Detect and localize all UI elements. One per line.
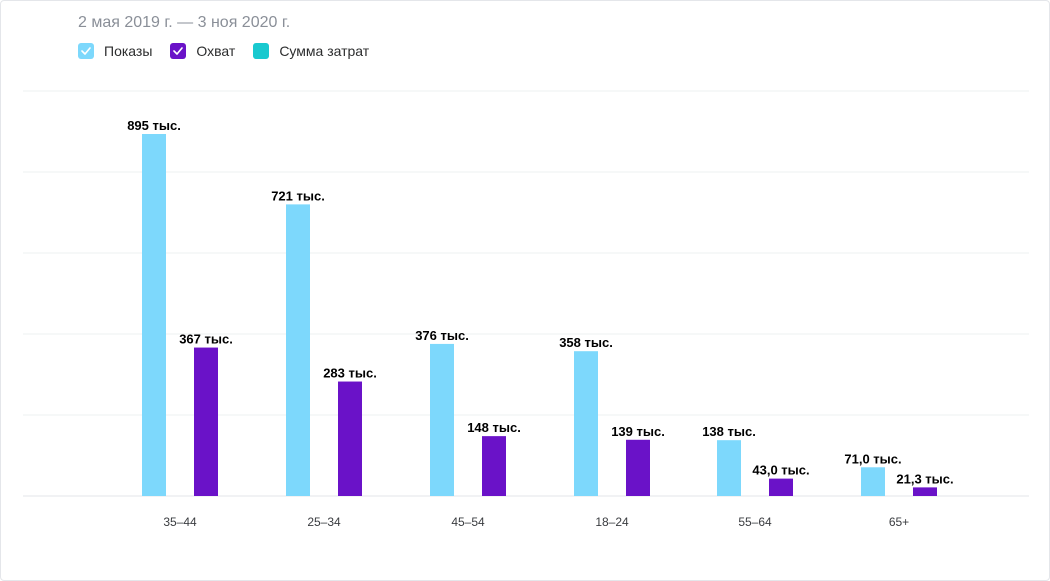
bar-reach[interactable] [338,381,362,496]
data-label: 358 тыс. [559,335,613,350]
data-label: 367 тыс. [179,332,233,347]
checkbox-icon[interactable] [253,43,270,59]
x-tick-label: 45–54 [451,515,485,529]
data-label: 139 тыс. [611,424,665,439]
bar-reach[interactable] [194,347,218,496]
bar-reach[interactable] [913,487,937,496]
bar-impressions[interactable] [430,343,454,496]
checkbox-icon[interactable] [170,43,187,59]
x-tick-label: 35–44 [163,515,197,529]
x-tick-label: 25–34 [307,515,341,529]
data-label: 895 тыс. [127,118,181,133]
bar-impressions[interactable] [861,467,885,496]
bar-impressions[interactable] [286,204,310,496]
bar-reach[interactable] [626,439,650,496]
data-label: 43,0 тыс. [752,463,809,478]
data-label: 71,0 тыс. [844,451,901,466]
legend-item-impressions[interactable]: Показы [78,43,152,59]
x-tick-label: 65+ [889,515,909,529]
checkbox-icon[interactable] [78,43,94,59]
bar-reach[interactable] [482,436,506,496]
legend-item-spend[interactable]: Сумма затрат [253,43,369,59]
legend-label: Охват [196,43,236,59]
bar-impressions[interactable] [142,134,166,496]
date-range-label: 2 мая 2019 г. — 3 ноя 2020 г. [78,14,291,31]
data-label: 376 тыс. [415,328,469,343]
legend-label: Показы [104,43,153,59]
bar-impressions[interactable] [574,351,598,496]
data-label: 138 тыс. [702,424,756,439]
x-tick-label: 55–64 [738,515,772,529]
data-label: 148 тыс. [467,420,521,435]
legend-label: Сумма затрат [279,43,370,59]
data-label: 721 тыс. [271,188,325,203]
bar-reach[interactable] [769,478,793,496]
legend: Показы Охват Сумма затрат [78,43,387,59]
x-tick-label: 18–24 [595,515,629,529]
data-label: 283 тыс. [323,366,377,381]
bar-impressions[interactable] [717,440,741,496]
legend-item-reach[interactable]: Охват [170,43,235,59]
data-label: 21,3 тыс. [896,471,953,486]
